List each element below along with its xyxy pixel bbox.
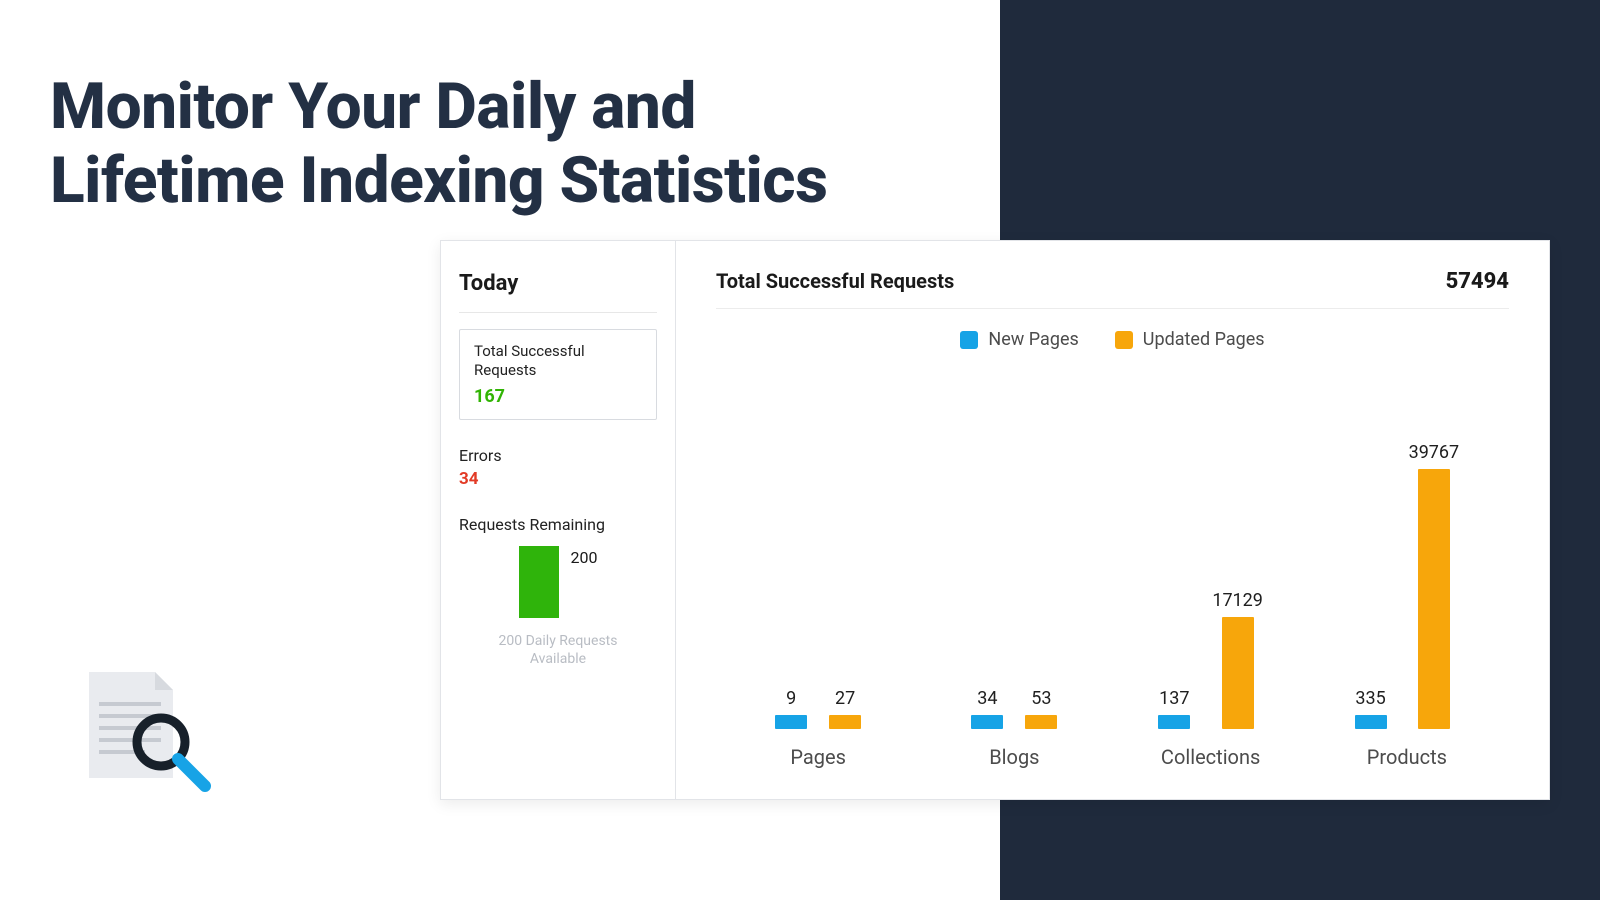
today-title: Today: [459, 271, 657, 313]
remaining-value: 200: [571, 546, 598, 567]
bar: [1222, 617, 1254, 729]
bar-value-label: 39767: [1409, 442, 1460, 463]
bar: [1355, 715, 1387, 729]
chart-header: Total Successful Requests 57494: [716, 269, 1509, 309]
legend-swatch: [1115, 331, 1133, 349]
bar-wrap: 34: [971, 688, 1003, 729]
remaining-bar: [519, 546, 559, 618]
legend-item: Updated Pages: [1115, 329, 1265, 350]
remaining-footnote: 200 Daily Requests Available: [459, 632, 657, 668]
legend-label: Updated Pages: [1143, 329, 1265, 350]
bar-group: 9 27: [775, 429, 861, 729]
chart-category: 335 39767 Products: [1321, 429, 1494, 769]
bar-value-label: 9: [786, 688, 796, 709]
legend-item: New Pages: [960, 329, 1078, 350]
stat-remaining: Requests Remaining 200 200 Daily Request…: [459, 515, 657, 668]
bar: [775, 715, 807, 729]
bar: [1158, 715, 1190, 729]
footnote-line-1: 200 Daily Requests: [499, 633, 618, 649]
stat-value-errors: 34: [459, 469, 657, 489]
bar-value-label: 137: [1159, 688, 1189, 709]
headline-line-2: Lifetime Indexing Statistics: [50, 143, 827, 218]
chart-panel: Total Successful Requests 57494 New Page…: [676, 241, 1549, 799]
bar-wrap: 335: [1355, 688, 1387, 729]
category-label: Products: [1367, 745, 1447, 769]
category-label: Pages: [790, 745, 846, 769]
bar-value-label: 17129: [1212, 590, 1263, 611]
stat-value-successful: 167: [474, 386, 642, 407]
stat-errors: Errors 34: [459, 446, 657, 489]
today-panel: Today Total Successful Requests 167 Erro…: [441, 241, 676, 799]
chart-legend: New Pages Updated Pages: [716, 329, 1509, 350]
bar-value-label: 335: [1355, 688, 1385, 709]
stat-label: Requests Remaining: [459, 515, 657, 534]
bar-group: 335 39767: [1355, 429, 1460, 729]
bar-wrap: 17129: [1212, 590, 1263, 729]
legend-label: New Pages: [988, 329, 1078, 350]
chart-category: 9 27 Pages: [732, 429, 905, 769]
bar-wrap: 137: [1158, 688, 1190, 729]
stat-box-successful: Total Successful Requests 167: [459, 329, 657, 420]
legend-swatch: [960, 331, 978, 349]
bar-group: 34 53: [971, 429, 1057, 729]
category-label: Blogs: [989, 745, 1039, 769]
chart-category: 34 53 Blogs: [928, 429, 1101, 769]
bar: [829, 715, 861, 729]
headline-line-1: Monitor Your Daily and: [50, 69, 696, 144]
bar-value-label: 53: [1031, 688, 1051, 709]
bar-group: 137 17129: [1158, 429, 1263, 729]
bar-wrap: 53: [1025, 688, 1057, 729]
chart-total: 57494: [1446, 269, 1509, 294]
bar: [1025, 715, 1057, 729]
footnote-line-2: Available: [530, 651, 586, 667]
chart-area: 927Pages3453Blogs13717129Collections3353…: [716, 362, 1509, 769]
page-headline: Monitor Your Daily and Lifetime Indexing…: [50, 70, 827, 217]
bar-value-label: 27: [835, 688, 855, 709]
stat-label: Errors: [459, 446, 657, 465]
bar-wrap: 39767: [1409, 442, 1460, 729]
search-document-icon: [75, 660, 215, 800]
stat-label: Total Successful Requests: [474, 342, 642, 380]
chart-category: 137 17129 Collections: [1124, 429, 1297, 769]
bar: [971, 715, 1003, 729]
bar-value-label: 34: [977, 688, 997, 709]
chart-title: Total Successful Requests: [716, 269, 954, 293]
bar: [1418, 469, 1450, 729]
bar-wrap: 9: [775, 688, 807, 729]
category-label: Collections: [1161, 745, 1260, 769]
bar-wrap: 27: [829, 688, 861, 729]
dashboard-card: Today Total Successful Requests 167 Erro…: [440, 240, 1550, 800]
